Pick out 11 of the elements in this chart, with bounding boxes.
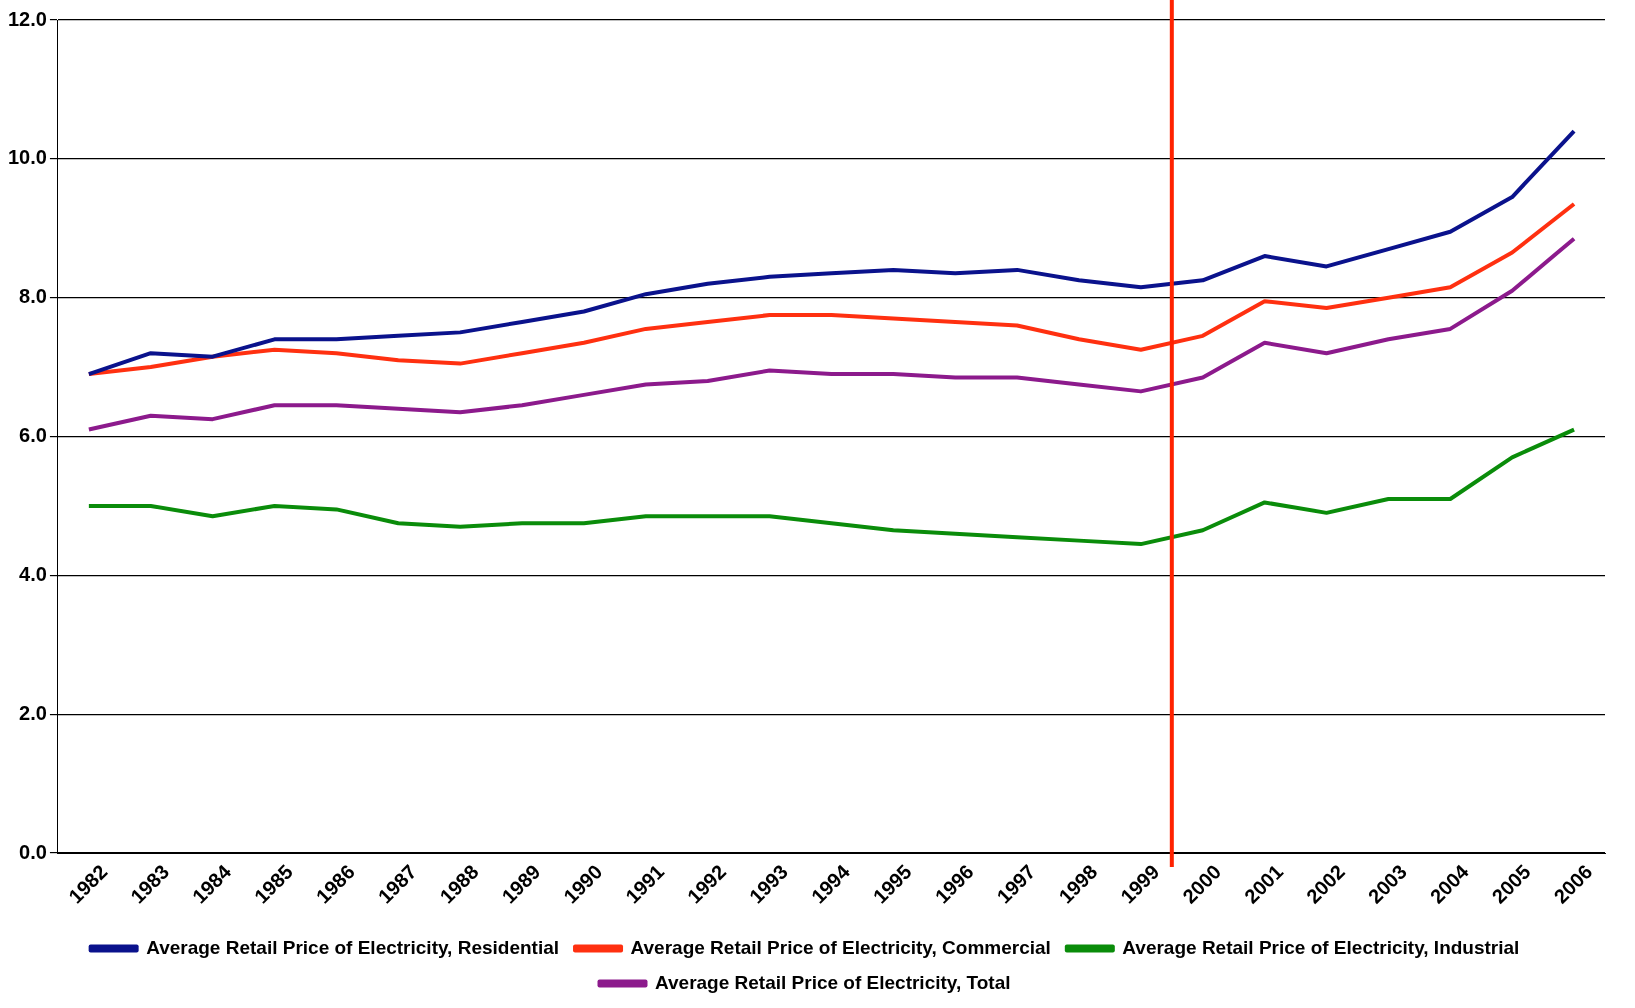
y-tick-label: 0.0 — [19, 840, 47, 863]
legend-label: Average Retail Price of Electricity, Total — [655, 971, 1011, 993]
y-tick-label: 10.0 — [7, 146, 47, 169]
y-tick-label: 4.0 — [19, 562, 47, 585]
legend-label: Average Retail Price of Electricity, Residential — [146, 936, 560, 958]
y-tick-label: 6.0 — [19, 424, 47, 447]
y-tick-label: 12.0 — [7, 7, 47, 30]
y-tick-label: 2.0 — [19, 701, 47, 724]
y-tick-label: 8.0 — [19, 285, 47, 308]
legend-label: Average Retail Price of Electricity, Commercial — [630, 936, 1051, 958]
legend-label: Average Retail Price of Electricity, Industrial — [1122, 936, 1520, 958]
